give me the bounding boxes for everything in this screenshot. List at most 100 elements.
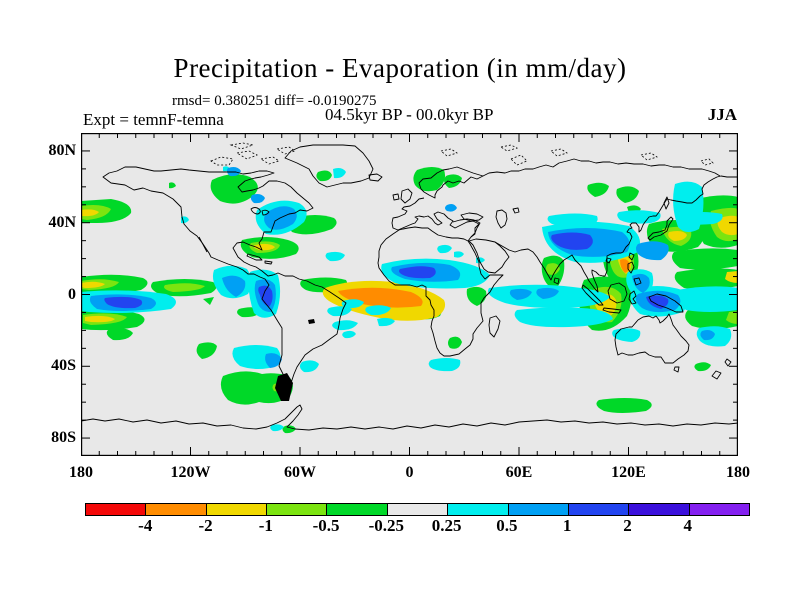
anomaly-patch (509, 288, 532, 300)
colorbar-segment (327, 504, 388, 515)
arctic-island-outline (510, 154, 528, 166)
anomaly-patch (270, 424, 284, 432)
colorbar-level-label: 2 (623, 516, 632, 535)
coastline (261, 209, 270, 216)
lon-label: 120W (170, 464, 211, 481)
anomaly-patch (265, 353, 282, 368)
anomaly-patch (454, 251, 464, 258)
anomaly-patch (612, 328, 641, 342)
coastline (460, 212, 484, 222)
coastline (605, 257, 612, 264)
anomaly-patch (674, 286, 738, 312)
coastline (495, 209, 508, 229)
coastline (488, 315, 501, 338)
anomaly-patch (196, 342, 217, 359)
coastline (482, 158, 721, 177)
anomaly-patch (341, 299, 364, 309)
anomaly-patch (717, 215, 738, 236)
coastline (452, 218, 481, 242)
anomaly-patch (587, 182, 609, 197)
coastline (673, 366, 680, 373)
coastline (368, 173, 383, 182)
colorbar-level-label: 4 (683, 516, 692, 535)
anomaly-patch (514, 307, 613, 328)
coastline (392, 193, 400, 201)
season-label: JJA (707, 105, 737, 124)
anomaly-patch (437, 244, 452, 254)
colorbar-level-label: -4 (138, 516, 153, 535)
colorbar-segment (146, 504, 207, 515)
lat-label: 80S (51, 429, 76, 447)
anomaly-patch (466, 286, 487, 306)
colorbar-segment (689, 504, 749, 515)
arctic-island-outline (700, 158, 714, 166)
colorbar-segment (206, 504, 268, 515)
arctic-island-outline (210, 156, 234, 166)
anomaly-patch (672, 248, 738, 270)
coastline (468, 238, 510, 274)
lon-label: 60W (284, 464, 316, 481)
anomaly-patch (428, 358, 461, 372)
anomaly-patch (617, 210, 661, 224)
anomaly-patch (164, 283, 205, 292)
anomaly-patch (725, 271, 738, 283)
anomaly-patch (81, 209, 99, 217)
world-anomaly-map (80, 133, 739, 456)
coastline (264, 260, 273, 265)
anomaly-patch (210, 174, 258, 204)
coastline (284, 144, 374, 188)
anomaly-patch (726, 311, 738, 324)
anomaly-patch (250, 194, 265, 204)
lon-label: 120E (611, 464, 646, 481)
lat-label: 80N (48, 141, 76, 159)
anomaly-patch (333, 168, 346, 179)
anomaly-patch (222, 275, 246, 297)
colorbar-segment (86, 504, 147, 515)
arctic-island-outline (275, 146, 296, 155)
colorbar-segment (387, 504, 449, 515)
anomaly-patch (399, 266, 436, 279)
anomaly-patch (327, 306, 352, 317)
colorbar-segment (568, 504, 630, 515)
arctic-island-outline (550, 148, 568, 157)
colorbar-segment (448, 504, 509, 515)
coastline (648, 293, 684, 313)
coastline (663, 196, 670, 210)
arctic-island-outline (440, 148, 458, 157)
coastline (246, 253, 263, 261)
anomaly-patch (674, 268, 738, 290)
arctic-island-outline (229, 142, 255, 150)
coastline (198, 236, 208, 253)
arctic-island-outline (259, 156, 280, 165)
comparison-label: 04.5kyr BP - 00.0kyr BP (325, 105, 494, 124)
coastline (614, 313, 690, 364)
coastline (581, 284, 604, 306)
coastline (711, 370, 722, 380)
coastline (80, 404, 739, 431)
anomaly-patch (85, 315, 115, 323)
coastline (494, 175, 738, 293)
anomaly-patch (620, 259, 631, 273)
anomaly-patch (596, 398, 652, 413)
arctic-island-outline (499, 144, 519, 152)
anomaly-patch (299, 360, 319, 373)
anomaly-patch (546, 263, 560, 275)
anomaly-patch (636, 241, 669, 261)
lon-label: 180 (69, 464, 93, 481)
coastline (607, 282, 628, 304)
anomaly-patch (220, 371, 293, 405)
coastline (724, 358, 732, 367)
lon-label: 60E (505, 464, 533, 481)
lon-label: 180 (726, 464, 750, 481)
coastline (628, 290, 637, 305)
anomaly-patch (547, 213, 598, 227)
filled-terrain (308, 319, 315, 324)
coastline (633, 277, 642, 286)
lat-label: 0 (68, 285, 76, 303)
arctic-island-outline (235, 150, 258, 160)
colorbar-level-label: -1 (258, 516, 273, 535)
colorbar-level-label: 1 (562, 516, 572, 535)
anomaly-patch (445, 204, 457, 212)
coastline (553, 277, 560, 285)
